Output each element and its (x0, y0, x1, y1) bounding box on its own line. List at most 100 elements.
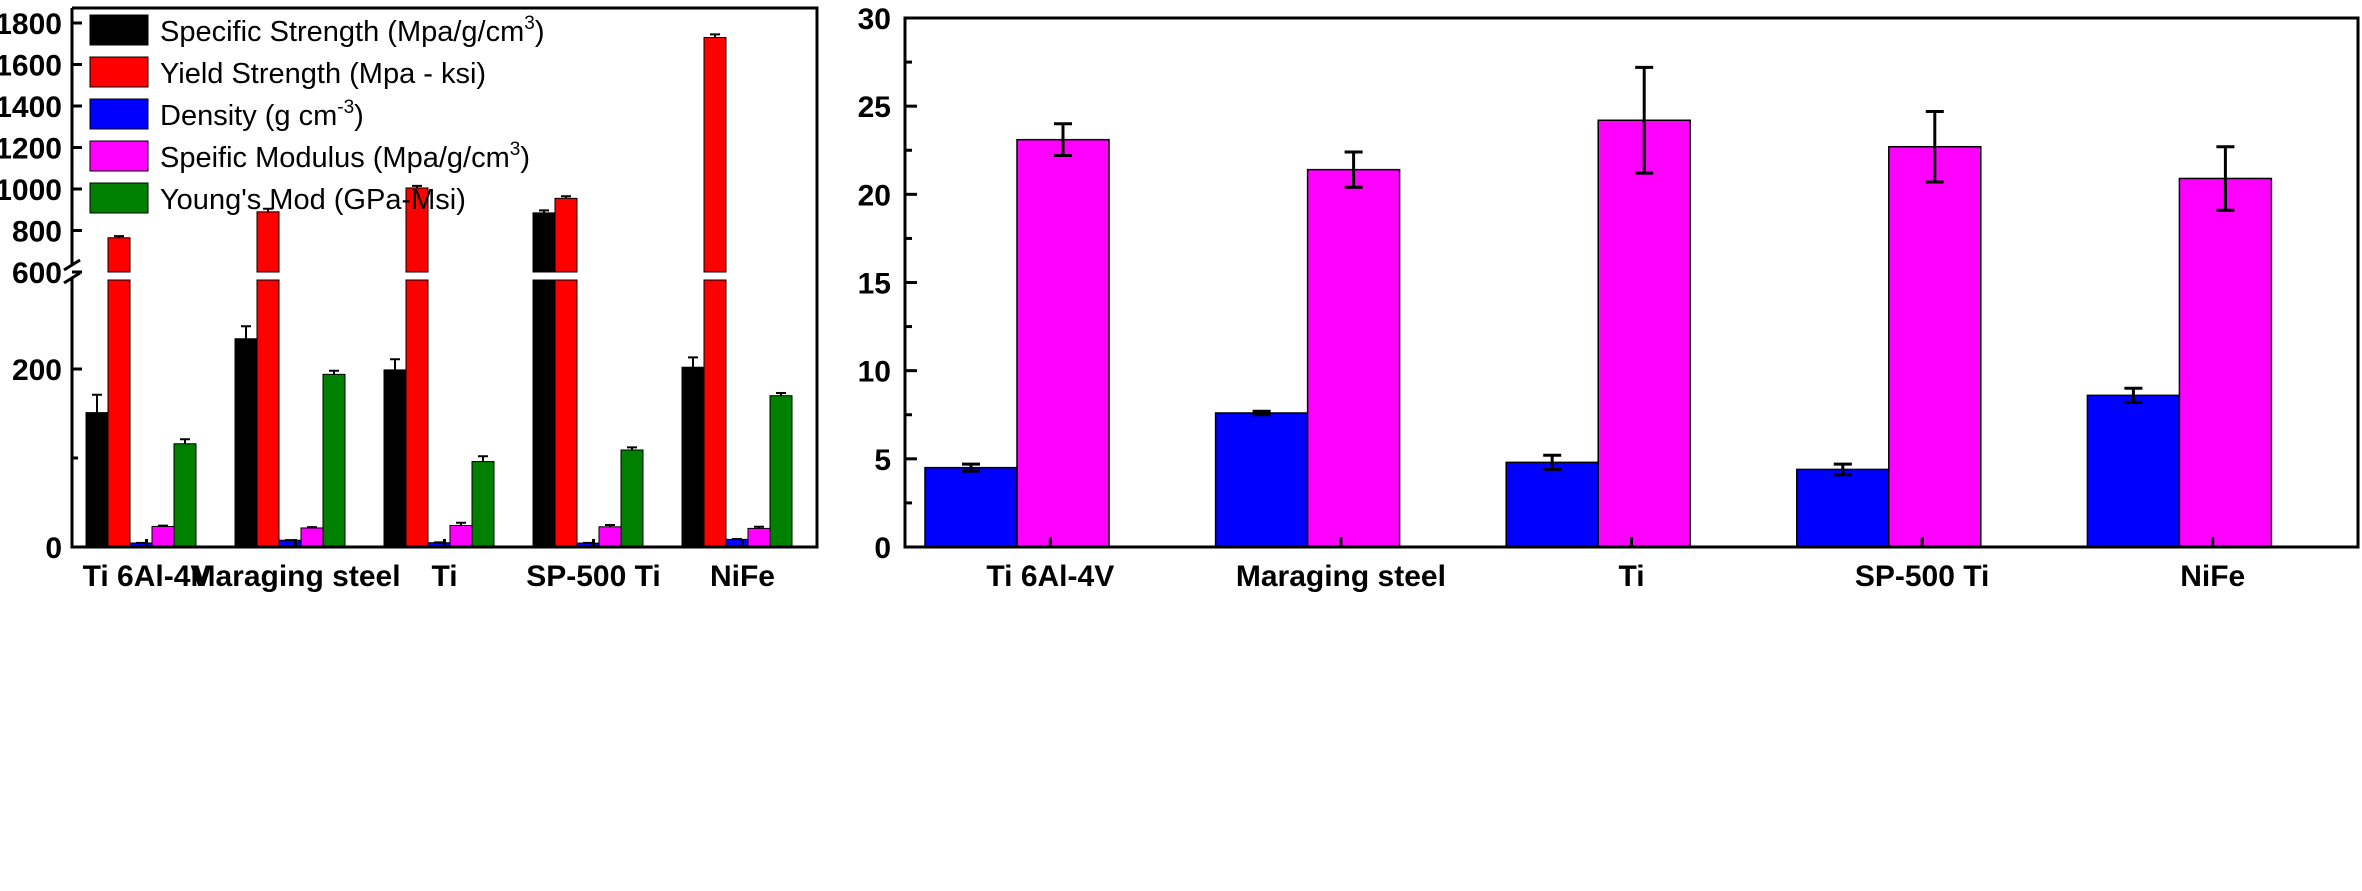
bar-ti-6al-4v-0 (85, 412, 109, 548)
y-tick-label-1200: 1200 (0, 133, 62, 166)
error-bar-nife-3 (754, 525, 764, 529)
y-tick-label-600: 600 (12, 257, 62, 290)
error-bar-ti-1 (1635, 65, 1654, 175)
legend-swatch-2 (89, 98, 149, 130)
bar-ti-6al-4v-1 (1016, 138, 1110, 548)
error-bar-nife-1 (710, 33, 720, 38)
bar-upper-maraging-steel-1 (256, 211, 280, 273)
x-tick-label-sp-500-ti: SP-500 Ti (526, 560, 661, 593)
bar-ti-6al-4v-4 (173, 443, 197, 548)
left-bar-chart: 0 200 600 800 1000 1200 1400 1600 1800 Ti 6Al-4VM… (0, 6, 819, 593)
x-tick-label-ti: Ti (431, 560, 457, 593)
error-bar-ti-0 (1543, 453, 1562, 471)
y-tick-label-25: 25 (858, 91, 891, 124)
error-bar-ti-4 (478, 455, 488, 462)
bar-ti-0 (1505, 461, 1599, 548)
bar-upper-sp-500-ti-0 (532, 212, 556, 273)
error-bar-ti-6al-4v-4 (180, 438, 190, 444)
y-tick-label-200: 200 (12, 354, 62, 387)
error-bar-sp-500-ti-3 (605, 524, 615, 527)
bar-lower-ti-1 (405, 279, 429, 548)
bar-sp-500-ti-0 (1796, 468, 1890, 548)
legend-label-2: Density (g cm-3) (160, 97, 364, 132)
bar-ti-0 (383, 369, 407, 548)
x-tick-label-nife: NiFe (2180, 560, 2245, 593)
y-tick-label-20: 20 (858, 179, 891, 212)
legend-label-4: Young's Mod (GPa-Msi) (160, 184, 466, 216)
bar-maraging-steel-3 (300, 527, 324, 548)
y-tick-label-1600: 1600 (0, 50, 62, 83)
error-bar-sp-500-ti-0 (1833, 462, 1852, 477)
bar-sp-500-ti-4 (620, 449, 644, 548)
bar-maraging-steel-4 (322, 373, 346, 548)
y-tick-label-30: 30 (858, 3, 891, 36)
bar-ti-1 (1597, 119, 1691, 548)
bar-sp-500-ti-1 (1888, 145, 1982, 548)
y-tick-label-0: 0 (45, 532, 62, 565)
x-tick-label-ti: Ti (1618, 560, 1644, 593)
error-bar-maraging-steel-1 (263, 207, 273, 212)
bar-upper-nife-1 (703, 37, 727, 273)
bar-maraging-steel-0 (234, 338, 258, 548)
error-bar-sp-500-ti-1 (561, 195, 571, 199)
bar-lower-sp-500-ti-0 (532, 279, 556, 548)
x-tick-label-nife: NiFe (710, 560, 775, 593)
error-bar-sp-500-ti-4 (627, 446, 637, 450)
bar-nife-4 (769, 395, 793, 548)
error-bar-nife-4 (776, 392, 786, 396)
y-tick-label-1800: 1800 (0, 8, 62, 41)
y-tick-label-0: 0 (874, 532, 891, 565)
error-bar-ti-1 (412, 184, 422, 188)
x-tick-label-sp-500-ti: SP-500 Ti (1855, 560, 1990, 593)
y-tick-label-10: 10 (858, 356, 891, 389)
error-bar-ti-0 (390, 358, 400, 370)
bar-nife-1 (2178, 177, 2273, 548)
error-bar-maraging-steel-3 (307, 526, 317, 529)
x-tick-label-ti-6al-4v: Ti 6Al-4V (986, 560, 1114, 593)
bar-maraging-steel-0 (1214, 412, 1309, 548)
bar-ti-6al-4v-3 (151, 525, 175, 548)
bar-nife-3 (747, 527, 771, 548)
x-tick-label-maraging-steel: Maraging steel (190, 560, 400, 593)
y-tick-label-15: 15 (858, 268, 891, 301)
bar-upper-sp-500-ti-1 (554, 197, 578, 273)
error-bar-nife-0 (2124, 386, 2143, 404)
y-tick-label-5: 5 (874, 444, 891, 477)
y-tick-label-1000: 1000 (0, 174, 62, 207)
error-bar-ti-6al-4v-1 (114, 235, 124, 238)
error-bar-maraging-steel-0 (241, 325, 251, 339)
bar-sp-500-ti-3 (598, 526, 622, 548)
legend-swatch-3 (89, 140, 149, 172)
y-tick-label-800: 800 (12, 216, 62, 249)
legend-swatch-0 (89, 14, 149, 46)
error-bar-maraging-steel-0 (1252, 409, 1271, 417)
error-bar-ti-3 (456, 521, 466, 526)
bar-ti-3 (449, 524, 473, 548)
error-bar-ti-6al-4v-0 (92, 393, 102, 413)
bar-nife-0 (2086, 394, 2181, 548)
error-bar-ti-6al-4v-3 (158, 524, 168, 527)
axis-break-gap (58, 273, 818, 279)
legend-label-0: Specific Strength (Mpa/g/cm3) (160, 13, 545, 48)
error-bar-maraging-steel-1 (1344, 150, 1363, 189)
error-bar-nife-1 (2216, 145, 2235, 212)
bar-nife-0 (681, 366, 705, 548)
bar-ti-6al-4v-0 (924, 466, 1018, 548)
bar-ti-4 (471, 461, 495, 548)
bar-lower-sp-500-ti-1 (554, 279, 578, 548)
right-bar-chart: 0 5 10 15 20 25 30 Ti 6Al-4V Maraging steel Ti SP-… (858, 3, 2360, 593)
legend-label-3: Speific Modulus (Mpa/g/cm3) (160, 139, 530, 174)
bar-lower-ti-6al-4v-1 (107, 279, 131, 548)
legend-label-1: Yield Strength (Mpa - ksi) (160, 58, 486, 90)
error-bar-ti-6al-4v-0 (962, 462, 980, 473)
bar-lower-nife-1 (703, 279, 727, 548)
bar-upper-ti-6al-4v-1 (107, 237, 131, 273)
error-bar-sp-500-ti-0 (539, 209, 549, 213)
x-tick-label-maraging-steel: Maraging steel (1236, 560, 1446, 593)
error-bar-ti-6al-4v-1 (1054, 122, 1072, 158)
error-bar-maraging-steel-4 (329, 369, 339, 375)
y-tick-label-1400: 1400 (0, 91, 62, 124)
error-bar-nife-0 (688, 356, 698, 368)
x-tick-label-ti-6al-4v: Ti 6Al-4V (83, 560, 211, 593)
